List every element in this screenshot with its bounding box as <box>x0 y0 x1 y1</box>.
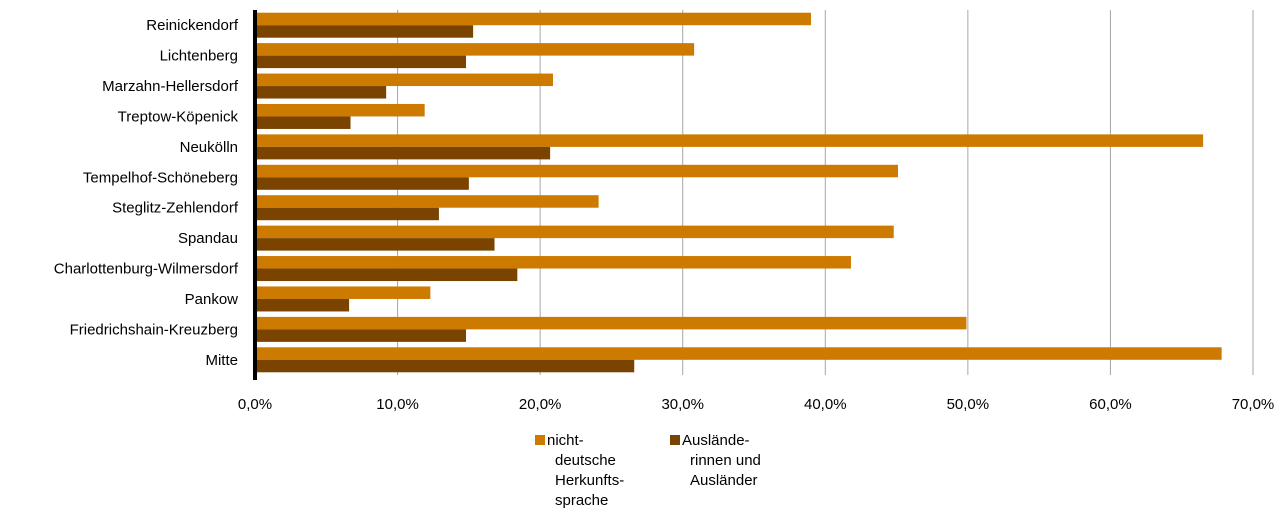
x-tick-label: 50,0% <box>947 396 990 413</box>
bar-auslaender <box>255 116 351 129</box>
category-label: Charlottenburg-Wilmersdorf <box>54 261 239 278</box>
legend-swatch <box>535 435 545 445</box>
x-tick-label: 70,0% <box>1232 396 1275 413</box>
legend-label: Ausländer <box>690 472 758 489</box>
x-tick-label: 30,0% <box>661 396 704 413</box>
bar-nichtdeutsche <box>255 103 425 117</box>
legend-label: rinnen und <box>690 452 761 469</box>
category-label: Pankow <box>185 291 239 308</box>
category-label: Neukölln <box>180 139 238 156</box>
legend-swatch <box>670 435 680 445</box>
bar-auslaender <box>255 207 439 221</box>
bar-auslaender <box>255 238 495 251</box>
bar-nichtdeutsche <box>255 316 967 330</box>
legend-label: sprache <box>555 492 608 509</box>
bar-nichtdeutsche <box>255 12 812 26</box>
bar-nichtdeutsche <box>255 43 695 56</box>
x-tick-label: 0,0% <box>238 396 272 413</box>
bar-auslaender <box>255 359 635 373</box>
bar-nichtdeutsche <box>255 73 553 87</box>
legend-label: Auslände- <box>682 432 750 449</box>
gridlines <box>397 10 1254 375</box>
x-tick-label: 40,0% <box>804 396 847 413</box>
bar-nichtdeutsche <box>255 134 1204 147</box>
x-tick-labels: 0,0% 10,0% 20,0% 30,0% 40,0% 50,0% 60,0% 70,0% <box>238 396 1274 413</box>
legend: nicht-deutsche Herkunfts-sprache Auslände-… <box>535 432 761 509</box>
x-tick-label: 10,0% <box>376 396 419 413</box>
category-label: Friedrichshain-Kreuzberg <box>70 321 238 338</box>
bar-nichtdeutsche <box>255 164 898 178</box>
bar-nichtdeutsche <box>255 256 851 269</box>
bar-auslaender <box>255 146 551 160</box>
bars <box>255 12 1222 373</box>
bar-nichtdeutsche <box>255 195 599 208</box>
category-label: Marzahn-Hellersdorf <box>102 78 239 95</box>
x-tick-label: 20,0% <box>519 396 562 413</box>
bar-nichtdeutsche <box>255 225 894 239</box>
legend-label: nicht- <box>547 432 584 449</box>
category-label: Tempelhof-Schöneberg <box>83 169 238 186</box>
category-label: Mitte <box>205 352 238 369</box>
bar-auslaender <box>255 25 474 38</box>
legend-label: deutsche <box>555 452 616 469</box>
category-label: Steglitz-Zehlendorf <box>112 200 239 217</box>
legend-label: Herkunfts- <box>555 472 624 489</box>
category-labels: Reinickendorf Lichtenberg Marzahn-Hellersd… <box>54 17 239 369</box>
category-label: Lichtenberg <box>160 48 238 65</box>
bar-auslaender <box>255 329 467 342</box>
bar-auslaender <box>255 298 350 312</box>
bar-auslaender <box>255 55 467 69</box>
bar-auslaender <box>255 177 469 190</box>
bar-auslaender <box>255 86 387 99</box>
bar-nichtdeutsche <box>255 286 431 299</box>
category-label: Reinickendorf <box>146 17 239 34</box>
x-tick-label: 60,0% <box>1089 396 1132 413</box>
category-label: Treptow-Köpenick <box>118 108 239 125</box>
bar-nichtdeutsche <box>255 347 1222 360</box>
category-label: Spandau <box>178 230 238 247</box>
bar-auslaender <box>255 268 518 282</box>
